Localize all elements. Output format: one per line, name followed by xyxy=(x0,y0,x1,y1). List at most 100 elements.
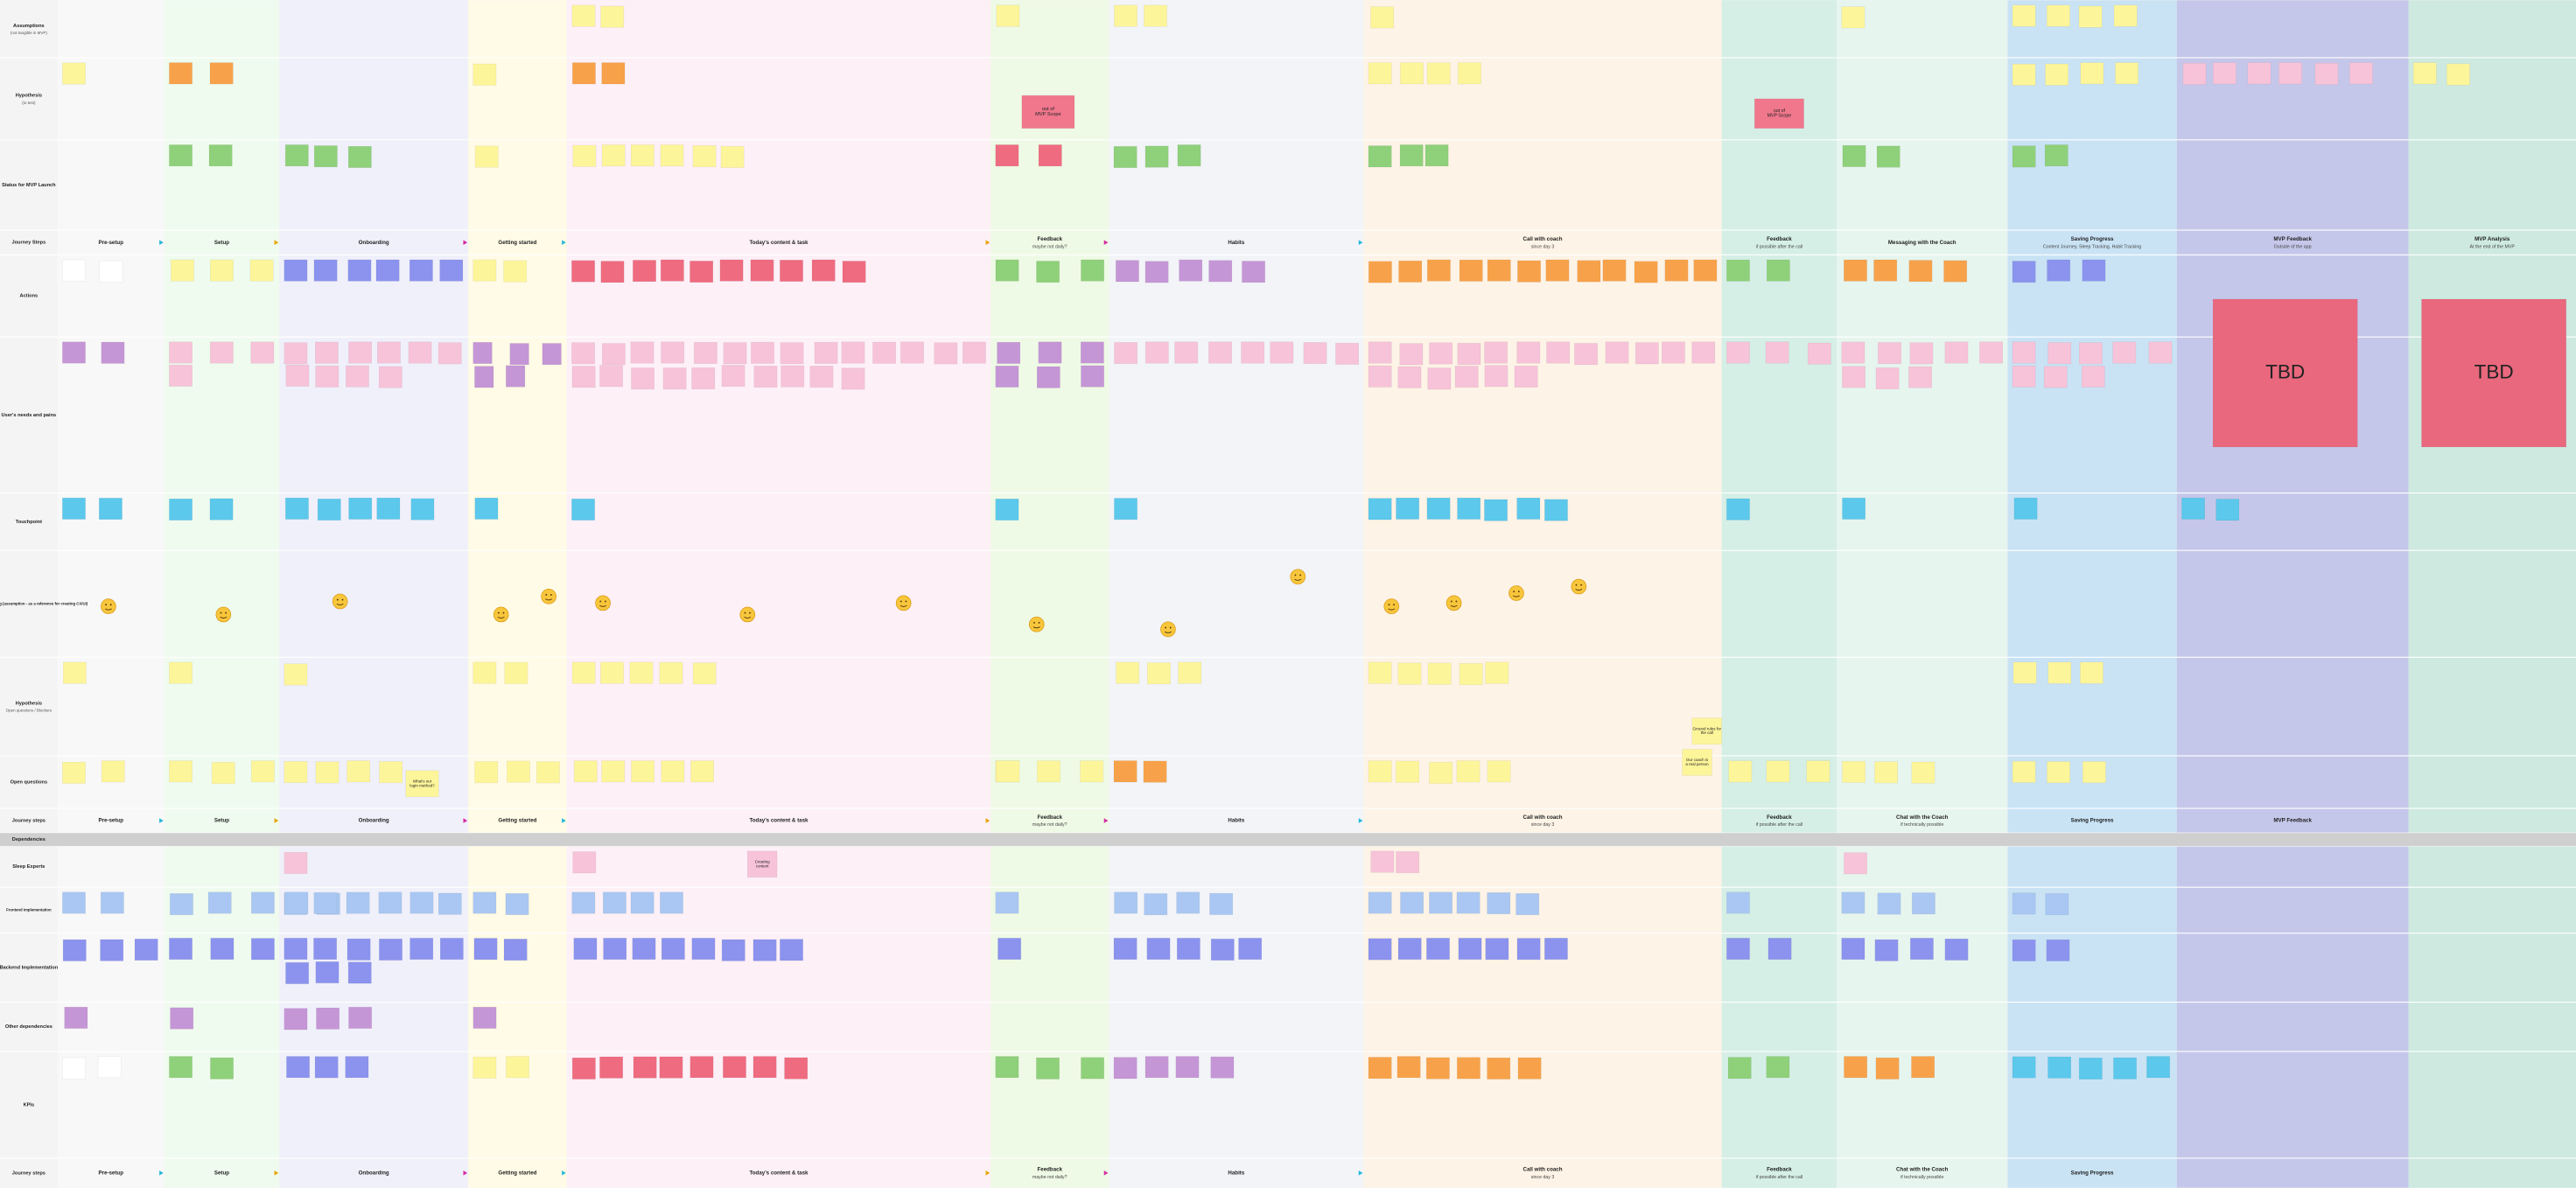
sticky-note xyxy=(1370,6,1395,29)
sticky-note xyxy=(169,364,192,387)
sticky-note xyxy=(1943,260,1968,283)
sticky-note xyxy=(314,1056,339,1079)
sticky-note xyxy=(438,342,462,365)
sticky-note xyxy=(2012,892,2036,915)
sticky-note xyxy=(250,341,275,364)
sticky-note xyxy=(2012,1056,2036,1079)
row-label: Journey steps xyxy=(12,1171,46,1176)
sticky-note xyxy=(1456,891,1480,914)
sticky-note xyxy=(631,367,655,390)
sticky-note xyxy=(600,261,625,283)
feeling-face xyxy=(1508,585,1524,601)
face-eye xyxy=(1517,591,1520,593)
stage-arrow xyxy=(159,1171,164,1176)
sticky-note xyxy=(599,365,624,388)
sticky-note xyxy=(1844,852,1867,875)
sticky-note xyxy=(573,938,598,961)
sticky-note xyxy=(600,5,625,28)
sticky-note xyxy=(1116,661,1140,684)
sticky-note xyxy=(780,342,804,365)
stage-title: Call with coach xyxy=(1522,236,1562,242)
sticky-note xyxy=(209,62,234,85)
sticky-note xyxy=(1944,938,1969,961)
sticky-note xyxy=(1807,342,1831,365)
sticky-note xyxy=(169,760,192,783)
sticky-note xyxy=(1544,499,1568,521)
sticky-note xyxy=(601,343,626,366)
sticky-note xyxy=(690,760,714,783)
sticky-note xyxy=(1691,717,1722,745)
sticky-note xyxy=(661,341,685,364)
sticky-note xyxy=(2044,144,2068,167)
sticky-note xyxy=(1426,497,1451,520)
sticky-note xyxy=(284,259,308,282)
face-eye xyxy=(1393,604,1396,606)
sticky-note xyxy=(602,891,626,914)
stage-title: Setup xyxy=(214,1170,229,1176)
sticky-note xyxy=(439,259,464,282)
sticky-note xyxy=(629,661,654,684)
sticky-note xyxy=(1766,259,1790,282)
sticky-note xyxy=(995,891,1019,914)
sticky-note xyxy=(780,260,803,282)
stage-arrow xyxy=(1358,1171,1363,1176)
sticky-note xyxy=(62,259,86,282)
sticky-note xyxy=(1726,891,1750,914)
sticky-note xyxy=(997,341,1021,364)
face-eye xyxy=(1299,574,1302,577)
sticky-note xyxy=(250,760,275,783)
sticky-note xyxy=(599,1056,624,1079)
sticky-note xyxy=(1036,366,1060,388)
stage-column xyxy=(57,0,164,1188)
sticky-note xyxy=(1765,341,1789,364)
sticky-note xyxy=(1146,938,1171,961)
face-eye xyxy=(900,600,902,603)
sticky-note xyxy=(659,661,683,684)
sticky-note xyxy=(1144,341,1169,364)
row-label: Assumptions xyxy=(13,24,45,29)
sticky-note xyxy=(134,939,158,961)
sticky-note xyxy=(474,761,499,784)
sticky-note xyxy=(1517,1057,1542,1080)
face-eye xyxy=(1038,621,1040,624)
stage-column xyxy=(2007,0,2177,1188)
sticky-note xyxy=(284,938,308,961)
sticky-note xyxy=(1038,144,1062,167)
face-eye xyxy=(1169,626,1172,629)
sticky-note xyxy=(101,341,125,364)
sticky-note xyxy=(723,1056,746,1079)
sticky-note xyxy=(2314,62,2339,85)
sticky-note xyxy=(507,760,530,783)
sticky-note xyxy=(1726,341,1750,364)
sticky-line: login method? xyxy=(410,784,435,788)
sticky-note xyxy=(1368,938,1392,961)
sticky-line: the call xyxy=(1701,730,1713,735)
sticky-note xyxy=(2046,4,2070,27)
sticky-line: out of xyxy=(1042,107,1055,112)
sticky-note xyxy=(1176,891,1200,914)
sticky-note xyxy=(99,260,123,283)
stage-arrow xyxy=(274,818,279,823)
sticky-note xyxy=(100,891,124,914)
sticky-note xyxy=(2247,62,2272,85)
face-eye xyxy=(502,611,505,614)
sticky-note xyxy=(1397,662,1422,685)
sticky-note xyxy=(1368,62,1392,85)
sticky-note xyxy=(721,939,746,961)
face-eye xyxy=(109,604,112,606)
sticky-text: out of MVP Scope xyxy=(1035,107,1061,117)
sticky-note xyxy=(2112,341,2137,364)
face-eye xyxy=(1032,621,1035,624)
sticky-line: MVP Scope xyxy=(1768,114,1792,119)
sticky-text: What's our login method? xyxy=(410,779,435,788)
feeling-face xyxy=(1383,598,1400,614)
sticky-note xyxy=(571,1057,596,1080)
sticky-note xyxy=(690,261,714,283)
sticky-note xyxy=(962,341,986,364)
sticky-note xyxy=(97,1056,122,1079)
sticky-text: TBD xyxy=(2474,360,2514,382)
stage-column xyxy=(1837,0,2008,1188)
sticky-note xyxy=(2012,63,2036,86)
sticky-note xyxy=(1368,365,1392,388)
sticky-note xyxy=(2012,365,2036,388)
